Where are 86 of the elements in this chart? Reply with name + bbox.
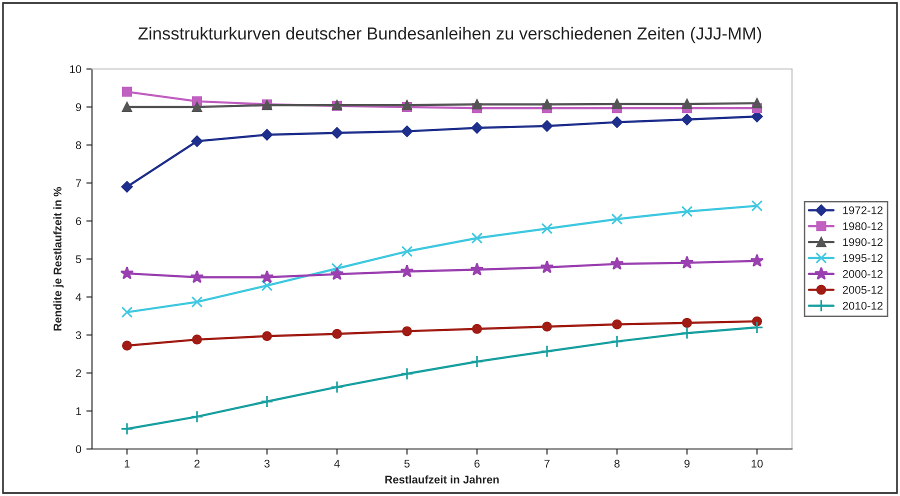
x-tick-label: 7 (544, 460, 550, 468)
point (752, 98, 762, 108)
point (542, 99, 552, 110)
x-tick-label: 1 (124, 460, 130, 468)
y-tick-label: 4 (76, 293, 82, 302)
y-tick-label: 1 (76, 407, 82, 416)
point (190, 270, 204, 284)
point (681, 114, 693, 126)
y-tick-label: 5 (76, 255, 82, 264)
point (610, 335, 624, 348)
y-tick-label: 3 (76, 331, 82, 340)
point (680, 256, 694, 269)
y-tick-label: 8 (76, 141, 82, 150)
x-tick-label: 10 (752, 460, 763, 468)
point (751, 200, 763, 212)
point (401, 246, 413, 258)
point (190, 410, 204, 424)
point (682, 318, 692, 328)
point (400, 264, 414, 278)
point (540, 260, 554, 274)
point (121, 306, 133, 318)
x-tick-label: 6 (474, 460, 480, 468)
y-tick-label: 7 (76, 179, 82, 188)
legend-label: 2010-12 (842, 302, 883, 310)
point (120, 422, 134, 436)
x-tick-label: 2 (194, 460, 200, 468)
point (612, 319, 622, 330)
legend-label: 1990-12 (843, 238, 883, 246)
point (330, 380, 344, 394)
point (260, 395, 274, 408)
x-axis-title: Restlaufzeit in Jahren (385, 475, 499, 484)
point (191, 296, 203, 308)
point (540, 344, 554, 358)
point (400, 367, 414, 380)
y-tick-label: 9 (76, 103, 82, 112)
legend-label: 2000-12 (842, 270, 883, 278)
point (541, 120, 553, 132)
point (682, 98, 692, 109)
point (120, 266, 134, 280)
point (402, 326, 412, 336)
y-axis-title: Rendite je Restlaufzeit in % (53, 187, 64, 330)
point (750, 321, 764, 334)
point (262, 331, 272, 342)
x-tick-label: 8 (614, 460, 620, 468)
point (192, 334, 202, 345)
x-tick-label: 5 (404, 460, 410, 468)
point (541, 222, 553, 234)
point (191, 135, 203, 147)
point (261, 128, 273, 140)
point (681, 206, 693, 218)
point (401, 126, 413, 138)
legend-label: 1995-12 (843, 254, 883, 262)
point (750, 254, 764, 267)
legend-label: 1980-12 (843, 222, 883, 230)
point (470, 262, 484, 276)
point (470, 355, 484, 368)
legend-label: 1972-12 (843, 206, 883, 214)
point (192, 102, 202, 112)
y-tick-label: 0 (76, 445, 82, 454)
y-tick-label: 6 (76, 217, 82, 226)
point (260, 270, 274, 284)
point (122, 340, 132, 351)
point (472, 99, 482, 110)
point (472, 324, 482, 334)
point (331, 127, 343, 139)
point (471, 232, 483, 244)
point (680, 326, 694, 340)
y-tick-label: 2 (76, 369, 82, 378)
chart-title: Zinsstrukturkurven deutscher Bundesanleihen zu verschiedenen Zeiten (JJJ-MM) (138, 26, 762, 44)
x-tick-label: 9 (684, 460, 690, 468)
point (610, 256, 624, 270)
point (611, 213, 623, 225)
point (261, 280, 273, 292)
legend-label: 2005-12 (842, 286, 883, 294)
point (122, 86, 132, 97)
point (332, 328, 342, 339)
point (471, 122, 483, 134)
point (542, 322, 552, 332)
point (330, 267, 344, 280)
x-tick-label: 4 (334, 460, 340, 468)
point (611, 116, 623, 128)
point (612, 98, 622, 109)
x-tick-label: 3 (264, 460, 270, 468)
y-tick-label: 10 (70, 65, 82, 74)
point (121, 181, 133, 193)
point (122, 102, 132, 112)
